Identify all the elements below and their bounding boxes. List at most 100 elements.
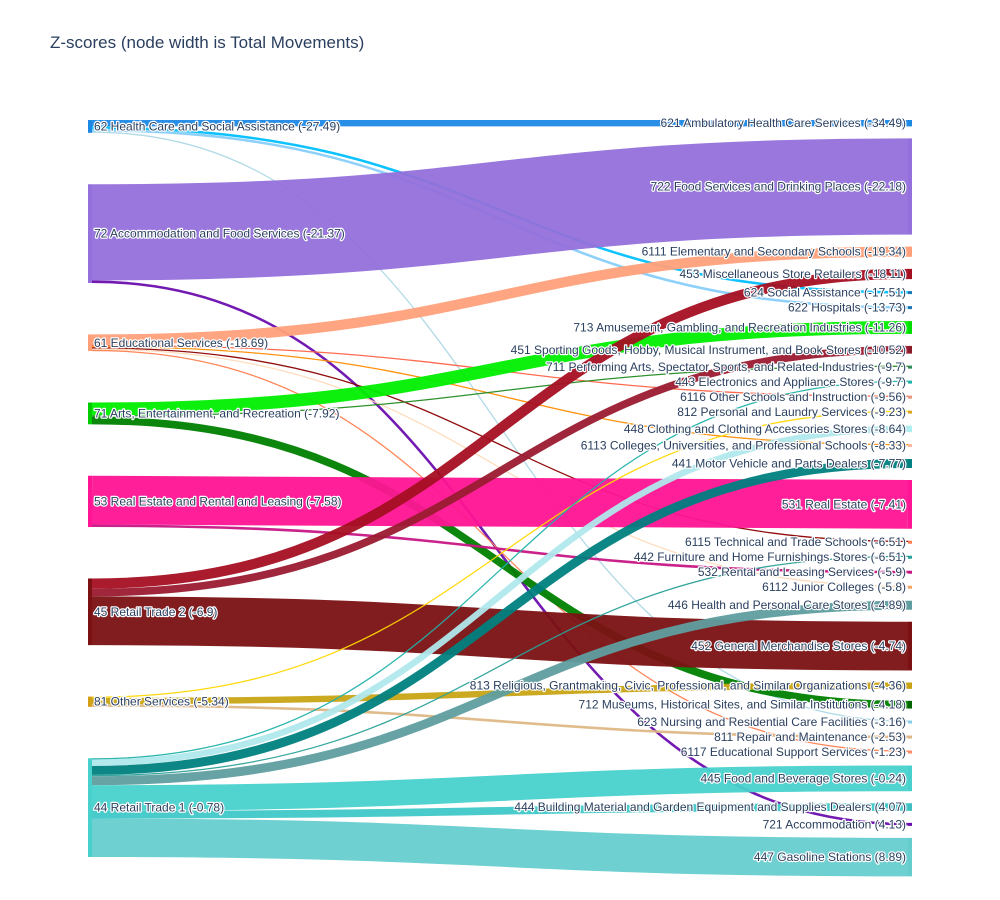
source-node[interactable] — [88, 402, 92, 425]
target-node[interactable] — [908, 803, 912, 811]
target-node[interactable] — [908, 345, 912, 354]
target-node[interactable] — [908, 380, 912, 384]
target-node[interactable] — [908, 395, 912, 399]
source-node[interactable] — [88, 578, 92, 646]
sankey-link[interactable] — [91, 475, 909, 529]
target-node[interactable] — [908, 720, 912, 724]
target-node-label: 441 Motor Vehicle and Parts Dealers (-7.… — [672, 457, 906, 471]
target-node[interactable] — [908, 750, 912, 754]
source-node[interactable] — [88, 184, 92, 283]
target-node[interactable] — [908, 621, 912, 671]
sankey-link[interactable] — [91, 321, 909, 416]
target-node[interactable] — [908, 459, 912, 469]
source-node-label: 61 Educational Services (-18.69) — [94, 336, 268, 350]
source-node-label: 45 Retail Trade 2 (-6.9) — [94, 605, 217, 619]
target-node-label: 6117 Educational Support Services (-1.23… — [681, 745, 906, 759]
target-node[interactable] — [908, 365, 912, 369]
target-node-label: 6115 Technical and Trade Schools (-6.51) — [685, 535, 906, 549]
sankey-link[interactable] — [91, 818, 909, 877]
sankey-link[interactable] — [91, 425, 909, 766]
sankey-link[interactable] — [91, 138, 909, 281]
target-node-label: 446 Health and Personal Care Stores (-4.… — [668, 598, 906, 612]
target-node[interactable] — [908, 600, 912, 610]
target-node-label: 624 Social Assistance (-17.51) — [744, 286, 906, 300]
sankey-link[interactable] — [91, 410, 909, 698]
target-node-label: 6112 Junior Colleges (-5.8) — [762, 580, 906, 594]
sankey-link[interactable] — [91, 347, 909, 543]
target-node-label: 711 Performing Arts, Spectator Sports, a… — [546, 360, 906, 374]
target-node-label: 442 Furniture and Home Furnishings Store… — [634, 550, 906, 564]
sankey-link[interactable] — [91, 555, 909, 777]
target-node-label: 811 Repair and Maintenance (-2.53) — [714, 730, 906, 744]
source-node[interactable] — [88, 758, 92, 857]
target-node[interactable] — [908, 291, 912, 295]
sankey-link[interactable] — [91, 596, 909, 671]
sankey-link[interactable] — [91, 268, 909, 589]
source-node-label: 72 Accommodation and Food Services (-21.… — [94, 227, 345, 241]
target-node-label: 445 Food and Beverage Stores (-0.24) — [701, 771, 906, 785]
sankey-link[interactable] — [91, 349, 909, 752]
target-node[interactable] — [908, 138, 912, 235]
target-node-label: 622 Hospitals (-13.73) — [788, 301, 906, 315]
target-node[interactable] — [908, 321, 912, 334]
target-node-label: 721 Accommodation (4.13) — [763, 817, 906, 831]
sankey-link[interactable] — [91, 765, 909, 811]
source-node-label: 62 Health Care and Social Assistance (-2… — [94, 119, 340, 133]
target-node[interactable] — [908, 425, 912, 433]
source-node-label: 44 Retail Trade 1 (-0.78) — [94, 801, 224, 815]
sankey-link[interactable] — [91, 459, 909, 775]
sankey-link[interactable] — [91, 803, 909, 819]
source-node[interactable] — [88, 475, 92, 528]
target-node-label: 623 Nursing and Residential Care Facilit… — [637, 715, 906, 729]
target-node[interactable] — [908, 555, 912, 559]
source-node[interactable] — [88, 334, 92, 352]
labels-layer: 62 Health Care and Social Assistance (-2… — [93, 115, 907, 865]
target-node-label: 451 Sporting Goods, Hobby, Musical Instr… — [511, 343, 906, 357]
target-node[interactable] — [908, 837, 912, 877]
source-node[interactable] — [88, 120, 92, 133]
sankey-link[interactable] — [91, 704, 909, 739]
target-node-label: 712 Museums, Historical Sites, and Simil… — [579, 698, 906, 712]
target-node[interactable] — [908, 682, 912, 689]
target-node-label: 532 Rental and Leasing Services (-5.9) — [698, 565, 906, 579]
source-node-label: 81 Other Services (-5.34) — [94, 695, 229, 709]
target-node[interactable] — [908, 444, 912, 448]
sankey-link[interactable] — [91, 380, 909, 760]
source-node-label: 71 Arts, Entertainment, and Recreation (… — [94, 406, 339, 420]
target-node-label: 813 Religious, Grantmaking, Civic, Profe… — [470, 679, 906, 693]
target-node-label: 447 Gasoline Stations (8.89) — [754, 850, 906, 864]
target-node-label: 444 Building Material and Garden Equipme… — [514, 800, 906, 814]
target-node[interactable] — [908, 735, 912, 739]
target-node-label: 6113 Colleges, Universities, and Profess… — [581, 439, 906, 453]
target-node-label: 452 General Merchandise Stores (-4.74) — [691, 639, 906, 653]
links-layer — [91, 120, 909, 877]
sankey-link[interactable] — [91, 365, 909, 417]
source-node-label: 53 Real Estate and Rental and Leasing (-… — [94, 494, 342, 508]
source-node[interactable] — [88, 696, 92, 707]
nodes-layer — [88, 120, 912, 877]
target-node[interactable] — [908, 585, 912, 589]
target-node[interactable] — [908, 410, 912, 414]
target-node[interactable] — [908, 120, 912, 127]
target-node[interactable] — [908, 570, 912, 574]
target-node-label: 722 Food Services and Drinking Places (-… — [651, 179, 906, 193]
target-node-label: 453 Miscellaneous Store Retailers (-18.1… — [679, 267, 906, 281]
target-node-label: 531 Real Estate (-7.41) — [782, 497, 906, 511]
target-node-label: 713 Amusement, Gambling, and Recreation … — [573, 321, 906, 335]
target-node-label: 812 Personal and Laundry Services (-9.23… — [677, 405, 906, 419]
sankey-link[interactable] — [91, 345, 909, 597]
target-node[interactable] — [908, 306, 912, 310]
sankey-link[interactable] — [91, 600, 909, 786]
target-node-label: 443 Electronics and Appliance Stores (-9… — [675, 375, 906, 389]
target-node[interactable] — [908, 268, 912, 280]
sankey-link[interactable] — [91, 345, 909, 446]
target-node[interactable] — [908, 480, 912, 529]
target-node[interactable] — [908, 822, 912, 826]
target-node[interactable] — [908, 700, 912, 709]
target-node-label: 621 Ambulatory Health Care Services (-34… — [661, 116, 906, 130]
target-node[interactable] — [908, 246, 912, 257]
target-node[interactable] — [908, 765, 912, 792]
target-node[interactable] — [908, 540, 912, 544]
sankey-link[interactable] — [91, 246, 909, 345]
